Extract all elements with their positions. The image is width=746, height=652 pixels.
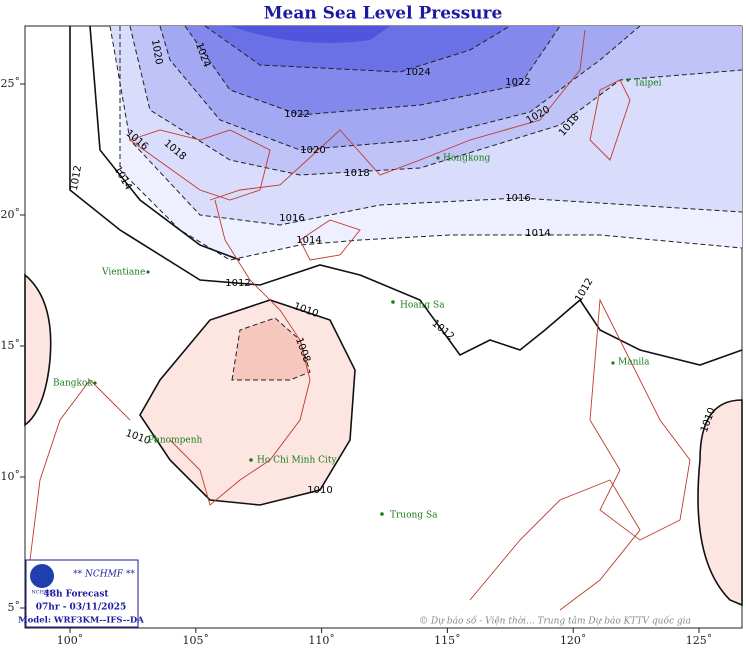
lon-tick-label: 125˚ <box>686 634 713 647</box>
lat-tick-label: 5˚ <box>8 601 21 614</box>
isobar <box>184 25 561 116</box>
lon-tick-label: 105˚ <box>183 634 210 647</box>
isobar-label: 1014 <box>525 228 550 239</box>
city-dot <box>626 78 630 82</box>
lon-tick-label: 120˚ <box>560 634 587 647</box>
isobar-label: 1022 <box>505 77 530 88</box>
coastlines <box>29 29 691 611</box>
lon-tick-label: 110˚ <box>308 634 335 647</box>
coastline <box>129 129 271 201</box>
city-label: Taipei <box>634 79 662 89</box>
city-label: Hoang Sa <box>400 301 445 311</box>
coastline <box>589 79 631 161</box>
city-label: Hongkong <box>443 154 490 164</box>
isobar-label: 1020 <box>149 39 164 66</box>
lon-tick-label: 115˚ <box>434 634 461 647</box>
credit: © Dự báo số - Viện thời... Trung tâm Dự … <box>419 616 691 627</box>
isobar <box>159 25 641 151</box>
lat-tick-label: 20˚ <box>1 208 21 221</box>
city-dot <box>380 512 384 516</box>
city-label: Manila <box>618 358 650 368</box>
info-box: NCHMF ** NCHMF ** 48h Forecast 07hr - 03… <box>18 559 144 628</box>
isobar-label: 1010 <box>307 485 332 496</box>
coastline <box>29 379 131 561</box>
isobar <box>204 25 511 73</box>
lat-tick-label: 15˚ <box>1 339 21 352</box>
lat-tick-label: 10˚ <box>1 470 21 483</box>
coastline <box>209 29 586 201</box>
logo-text: NCHMF <box>31 590 53 596</box>
coastline <box>589 298 691 541</box>
isobar-label: 1012 <box>69 165 84 192</box>
low-area <box>697 399 743 607</box>
city-dot <box>249 458 253 462</box>
info-forecast: 48h Forecast <box>43 590 109 600</box>
isobar-label: 1012 <box>225 278 250 289</box>
info-org: ** NCHMF ** <box>73 570 135 580</box>
city-dot <box>93 381 97 385</box>
isobar-label: 1016 <box>505 193 530 204</box>
city-label: Ho Chi Minh City <box>257 456 337 466</box>
coastline <box>299 219 361 261</box>
isobar <box>129 25 743 176</box>
isobar <box>119 26 743 261</box>
isobar-label: 1020 <box>300 145 325 156</box>
city-dot <box>391 300 395 304</box>
isobar-label: 1016 <box>279 213 304 224</box>
logo <box>30 564 54 588</box>
city-label: Vientiane <box>101 268 145 278</box>
city-dot <box>436 156 440 160</box>
title: Mean Sea Level Pressure <box>264 4 503 24</box>
isobar-label: 1014 <box>296 235 321 246</box>
city-label: Truong Sa <box>390 511 438 521</box>
city-label: Phnompenh <box>148 436 202 446</box>
city-dot <box>611 361 615 365</box>
info-model: Model: WRF3KM--IFS--DA <box>18 616 144 626</box>
isobar <box>69 26 743 366</box>
info-time: 07hr - 03/11/2025 <box>36 603 126 613</box>
lon-tick-label: 100˚ <box>57 634 84 647</box>
city-dot <box>146 270 150 274</box>
isobar-label: 1024 <box>405 67 430 78</box>
lat-tick-label: 25˚ <box>1 77 21 90</box>
cities: Taipei Hongkong Vientiane Hoang Sa Manil… <box>53 78 662 521</box>
isobar <box>89 25 241 261</box>
low-area <box>24 273 52 427</box>
coastline <box>469 479 641 611</box>
band <box>230 26 390 43</box>
isobar-label: 1022 <box>284 109 309 120</box>
isobar-label: 1018 <box>344 168 369 179</box>
coastline <box>169 199 311 506</box>
city-dot <box>154 438 158 442</box>
city-label: Bangkok <box>53 379 93 389</box>
